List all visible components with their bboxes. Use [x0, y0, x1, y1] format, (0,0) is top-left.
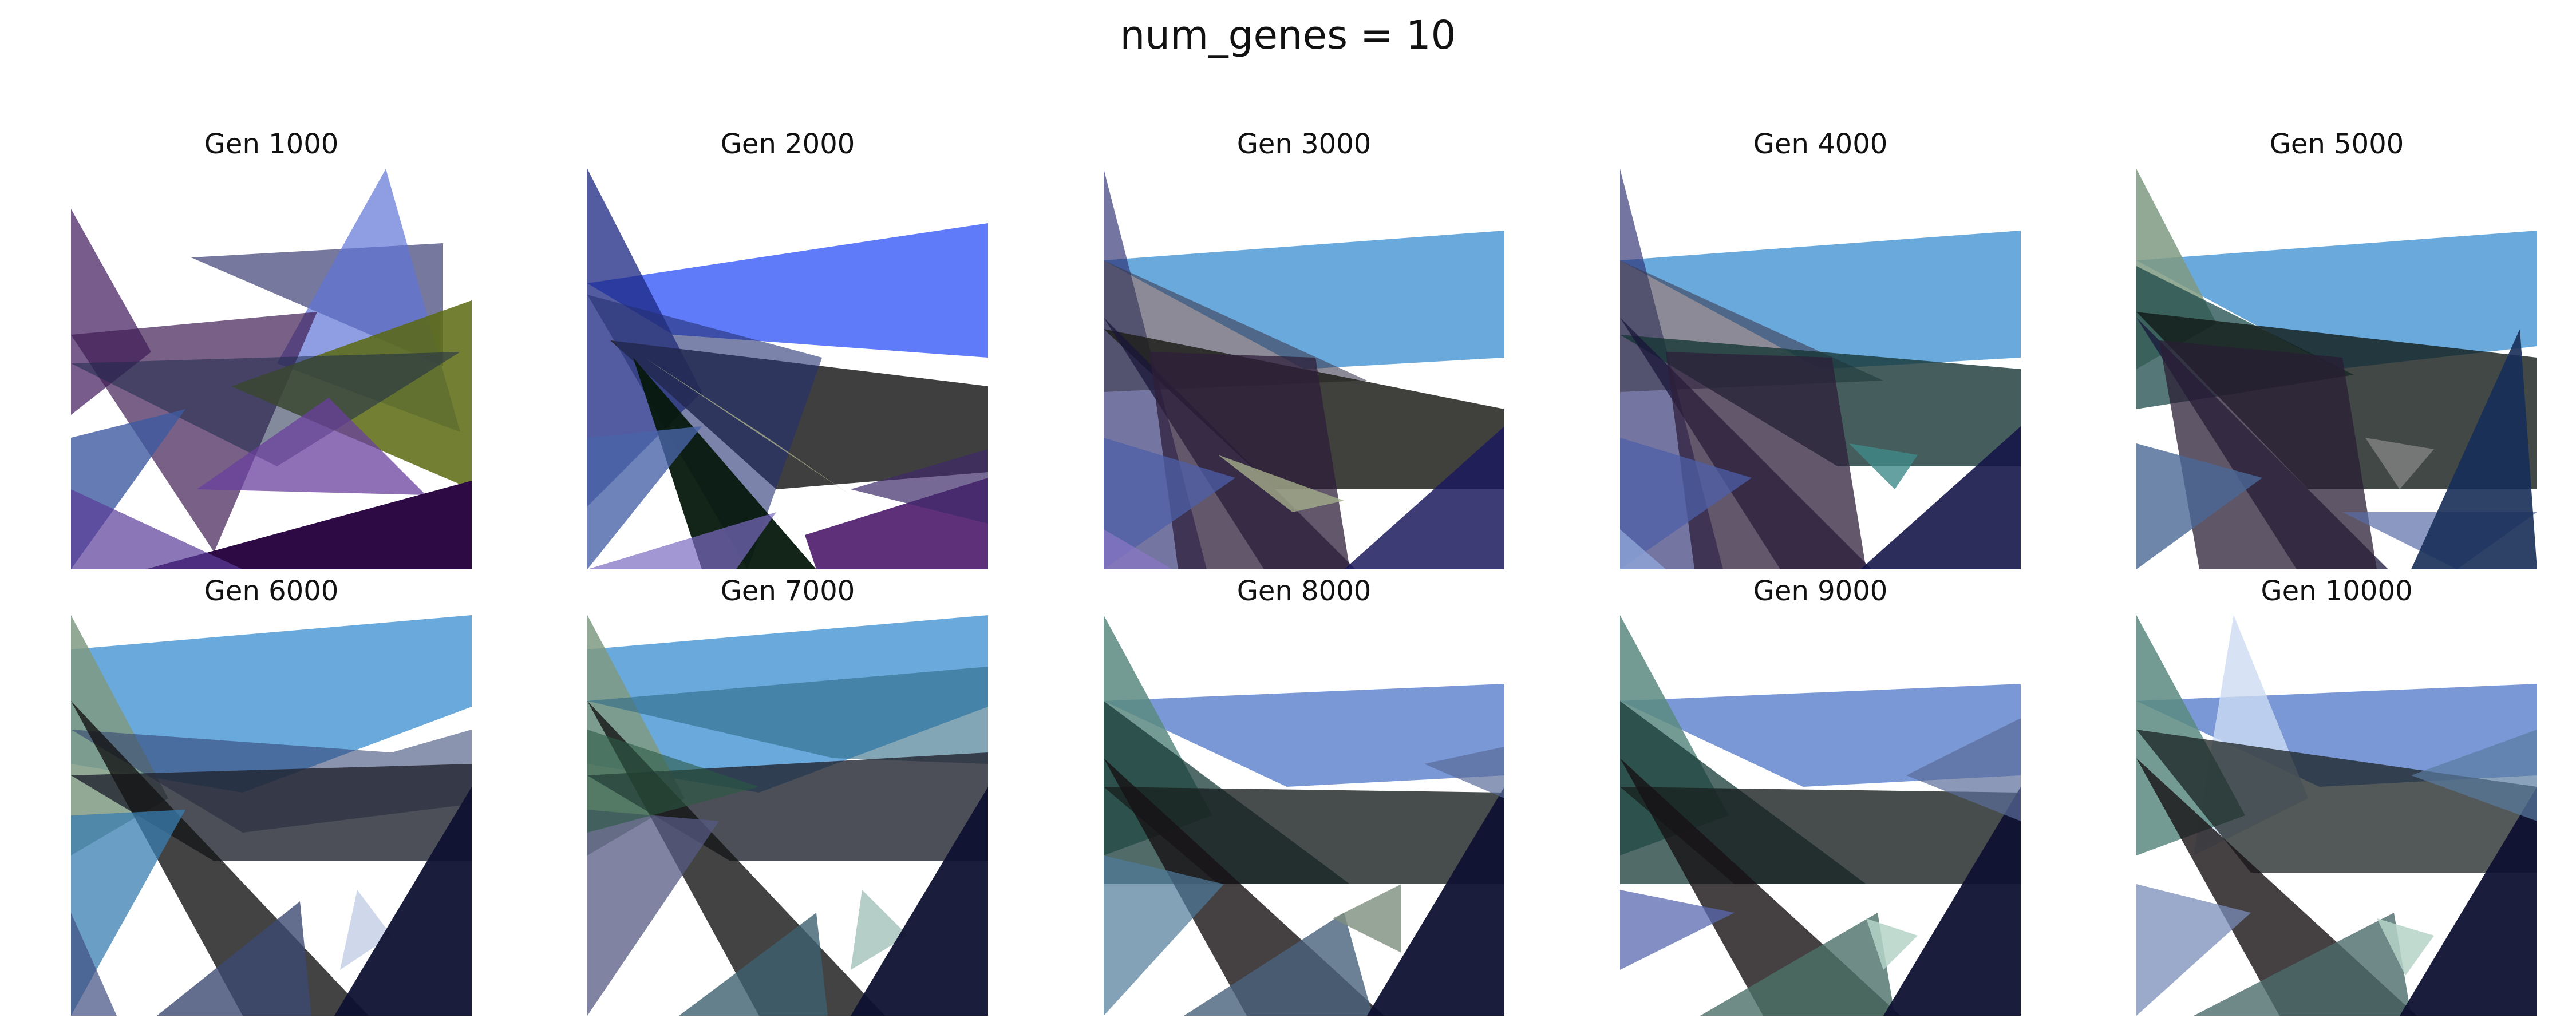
panel-gen-4000 — [1620, 169, 2021, 569]
panel-title-gen-5000: Gen 5000 — [2269, 128, 2404, 160]
evolved-image-gen-8000 — [1104, 615, 1504, 1016]
panel-gen-6000 — [71, 615, 472, 1016]
evolved-image-gen-10000 — [2136, 615, 2537, 1016]
evolved-image-gen-9000 — [1620, 615, 2021, 1016]
panel-gen-10000 — [2136, 615, 2537, 1016]
evolved-image-gen-6000 — [71, 615, 472, 1016]
panel-title-gen-10000: Gen 10000 — [2261, 575, 2413, 607]
evolved-image-gen-4000 — [1620, 169, 2021, 569]
panel-title-gen-1000: Gen 1000 — [204, 128, 339, 160]
panel-title-gen-9000: Gen 9000 — [1753, 575, 1888, 607]
figure-title: num_genes = 10 — [1120, 13, 1456, 58]
panel-title-gen-2000: Gen 2000 — [720, 128, 855, 160]
evolved-image-gen-2000 — [587, 169, 988, 569]
panel-title-gen-6000: Gen 6000 — [204, 575, 339, 607]
panel-title-gen-8000: Gen 8000 — [1236, 575, 1372, 607]
panel-title-gen-7000: Gen 7000 — [720, 575, 855, 607]
panel-gen-1000 — [71, 169, 472, 569]
panel-gen-8000 — [1104, 615, 1504, 1016]
panel-title-gen-3000: Gen 3000 — [1236, 128, 1372, 160]
panel-title-gen-4000: Gen 4000 — [1753, 128, 1888, 160]
evolved-image-gen-1000 — [71, 169, 472, 569]
evolved-image-gen-3000 — [1104, 169, 1504, 569]
evolved-image-gen-7000 — [587, 615, 988, 1016]
evolved-image-gen-5000 — [2136, 169, 2537, 569]
panel-gen-9000 — [1620, 615, 2021, 1016]
panel-gen-2000 — [587, 169, 988, 569]
panel-gen-7000 — [587, 615, 988, 1016]
panel-gen-3000 — [1104, 169, 1504, 569]
panel-gen-5000 — [2136, 169, 2537, 569]
